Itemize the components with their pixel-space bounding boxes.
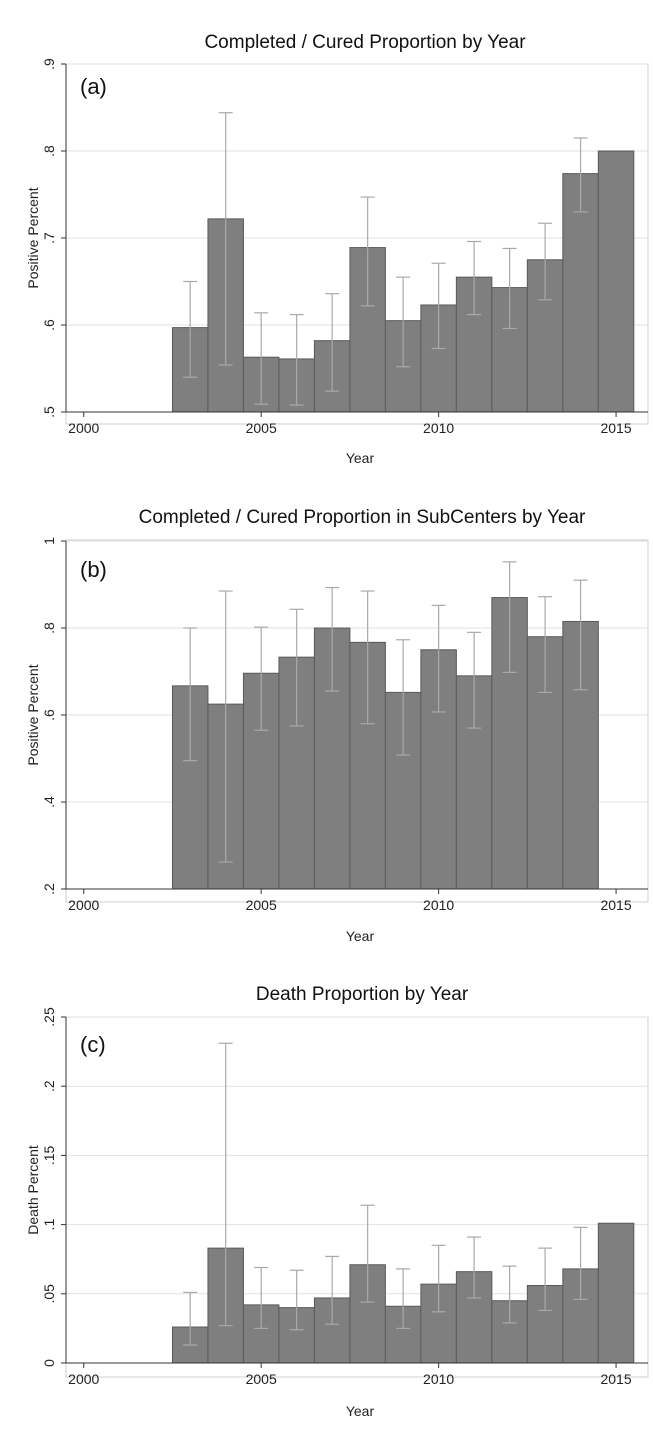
panel-a-error-bar xyxy=(431,262,446,350)
panel-a-error-bar xyxy=(573,137,588,213)
panel-b-error-bar xyxy=(467,631,482,729)
panel-b-error-bar xyxy=(502,561,517,673)
panel-a-y-tick-label: .6 xyxy=(41,319,57,331)
panel-b-x-axis-label: Year xyxy=(346,928,375,944)
panel-a-error-bar xyxy=(254,312,269,405)
panel-c-label: (c) xyxy=(80,1032,106,1057)
panel-a-x-tick-label: 2010 xyxy=(423,420,454,436)
panel-b-error-bar xyxy=(431,604,446,713)
panel-a-x-tick-label: 2015 xyxy=(600,420,631,436)
panel-b-x-tick-label: 2000 xyxy=(68,897,99,913)
panel-b-y-tick-label: 1 xyxy=(41,537,57,545)
panel-b-y-tick-label: .6 xyxy=(41,709,57,721)
panel-b-error-bar xyxy=(289,608,304,727)
panel-a-bar xyxy=(597,150,635,413)
panel-c-bar xyxy=(597,1222,635,1364)
panel-a-bar xyxy=(562,173,599,413)
panel-c: Death Proportion by Year (c) Death Perce… xyxy=(25,984,649,1419)
panel-b-y-axis-label: Positive Percent xyxy=(25,664,41,765)
panel-a-x-tick-label: 2000 xyxy=(68,420,99,436)
panel-a-error-bar xyxy=(183,280,198,378)
panel-a-y-tick-label: .8 xyxy=(41,145,57,157)
panel-a-error-bar xyxy=(396,276,411,368)
panel-b-error-bar xyxy=(573,579,588,691)
panel-b-error-bar xyxy=(254,626,269,731)
panel-c-error-bar xyxy=(431,1244,446,1313)
panel-a-error-bar xyxy=(218,112,233,366)
panel-c-error-bar xyxy=(396,1268,411,1330)
panel-c-x-tick-label: 2015 xyxy=(600,1371,631,1387)
panel-a-x-tick-label: 2005 xyxy=(246,420,277,436)
panel-b-plot: .2 .4 .6 .8 1 2000 2005 2010 2015 xyxy=(41,537,648,913)
panel-b-y-tick-label: .4 xyxy=(41,796,57,808)
panel-b-y-tick-label: .8 xyxy=(41,622,57,634)
panel-a-plot: .5 .6 .7 .8 .9 2000 2005 2010 2015 xyxy=(41,58,648,436)
panel-b-error-bar xyxy=(325,586,340,692)
panel-c-error-bar xyxy=(467,1236,482,1299)
panel-a-y-tick-label: .7 xyxy=(41,232,57,244)
panel-c-title: Death Proportion by Year xyxy=(256,984,469,1005)
panel-a-y-tick-label: .9 xyxy=(41,58,57,70)
panel-c-x-axis-label: Year xyxy=(346,1403,375,1419)
panel-b-x-tick-label: 2005 xyxy=(246,897,277,913)
panel-c-y-tick-label: 0 xyxy=(41,1359,57,1367)
panel-b-error-bar xyxy=(538,596,553,693)
panel-c-x-tick-label: 2000 xyxy=(68,1371,99,1387)
panel-a: Completed / Cured Proportion by Year (a)… xyxy=(25,32,649,466)
panel-a-error-bar xyxy=(289,313,304,406)
panel-c-x-tick-label: 2010 xyxy=(423,1371,454,1387)
panel-c-y-tick-label: .2 xyxy=(41,1080,57,1092)
panel-b-error-bar xyxy=(183,627,198,762)
panel-b-bar xyxy=(526,636,564,890)
panel-b-error-bar xyxy=(360,590,375,725)
panel-c-plot: 0 .05 .1 .15 .2 .25 2000 2005 2010 2015 xyxy=(41,1007,648,1387)
panel-c-y-tick-label: .1 xyxy=(41,1219,57,1231)
panel-c-error-bar xyxy=(218,1042,233,1327)
panel-c-error-bar xyxy=(538,1247,553,1312)
panel-a-error-bar xyxy=(360,196,375,307)
panel-b-label: (b) xyxy=(80,557,107,582)
panel-a-error-bar xyxy=(325,293,340,392)
panel-c-error-bar xyxy=(573,1226,588,1300)
panel-a-x-axis-label: Year xyxy=(346,450,375,466)
panel-c-y-tick-label: .15 xyxy=(41,1145,57,1165)
panel-a-error-bar xyxy=(538,222,553,301)
panel-c-error-bar xyxy=(183,1291,198,1346)
panel-a-title: Completed / Cured Proportion by Year xyxy=(204,32,526,53)
panel-c-y-tick-label: .05 xyxy=(41,1284,57,1304)
panel-c-error-bar xyxy=(325,1255,340,1325)
panel-c-error-bar xyxy=(254,1266,269,1330)
panel-b: Completed / Cured Proportion in SubCente… xyxy=(25,507,649,944)
panel-a-y-axis-label: Positive Percent xyxy=(25,187,41,288)
panel-b-x-tick-label: 2010 xyxy=(423,897,454,913)
panel-b-y-tick-label: .2 xyxy=(41,883,57,895)
panel-c-y-axis-label: Death Percent xyxy=(25,1145,41,1235)
panel-c-error-bar xyxy=(502,1265,517,1324)
panel-a-y-tick-label: .5 xyxy=(41,406,57,418)
panel-b-error-bar xyxy=(218,590,233,863)
panel-b-error-bar xyxy=(396,639,411,756)
panel-b-x-tick-label: 2015 xyxy=(600,897,631,913)
panel-c-x-tick-label: 2005 xyxy=(246,1371,277,1387)
panel-a-error-bar xyxy=(502,247,517,330)
panel-c-y-tick-label: .25 xyxy=(41,1007,57,1027)
panel-c-error-bar xyxy=(289,1269,304,1331)
panel-a-error-bar xyxy=(467,240,482,316)
panel-a-label: (a) xyxy=(80,74,107,99)
panel-b-title: Completed / Cured Proportion in SubCente… xyxy=(139,507,586,528)
panel-c-error-bar xyxy=(360,1204,375,1303)
